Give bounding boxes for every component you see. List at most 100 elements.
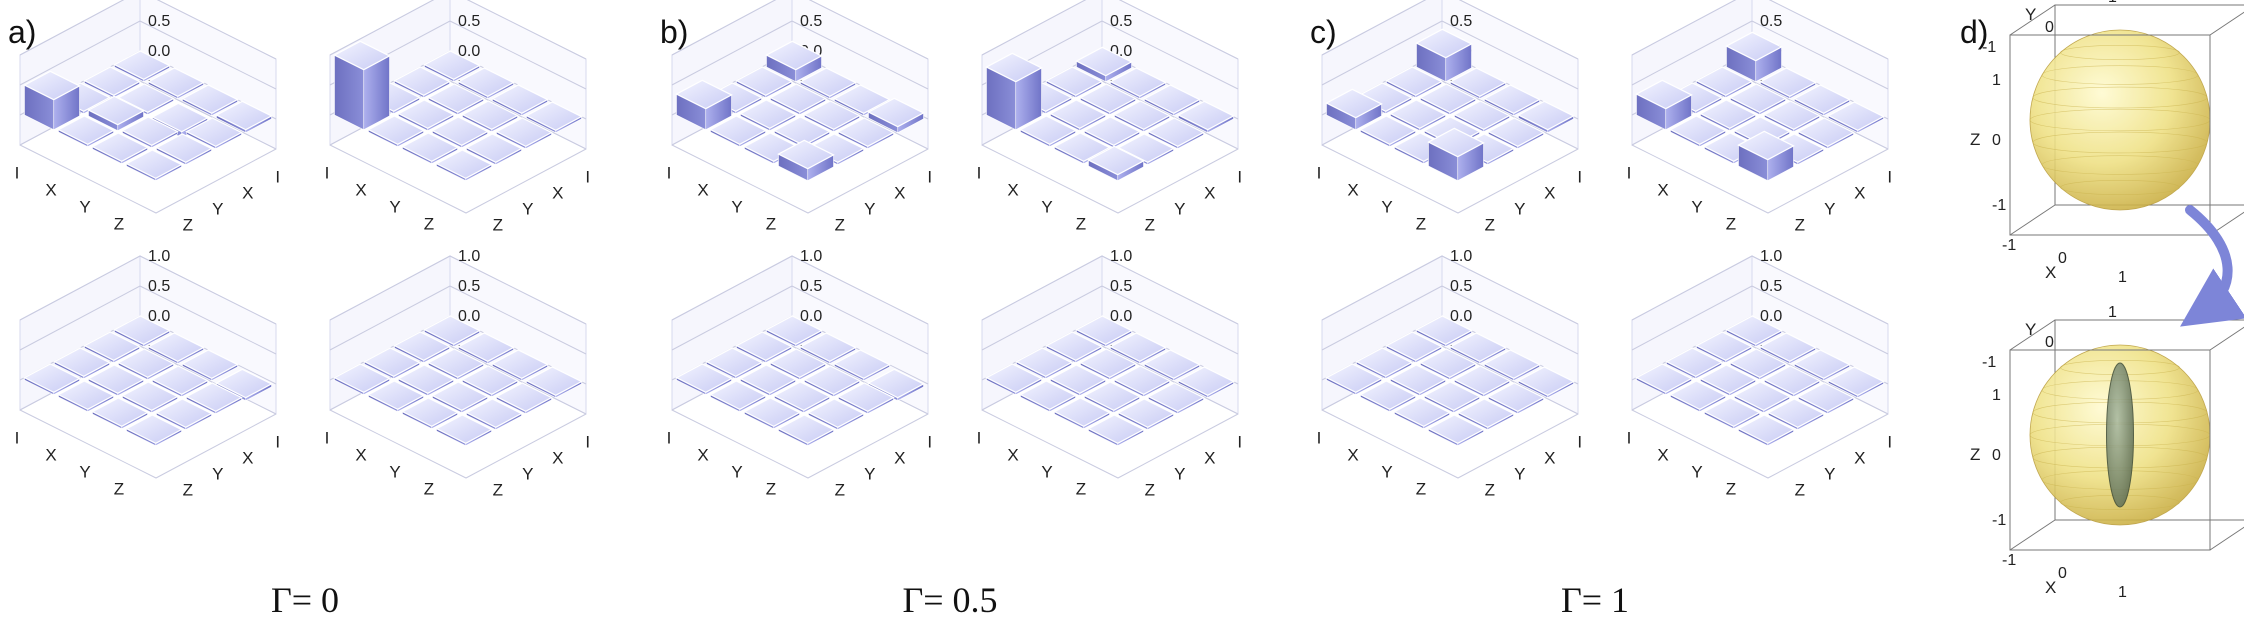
bar-IX bbox=[53, 347, 111, 380]
grid-line bbox=[1751, 345, 1889, 415]
bar-ZI bbox=[777, 414, 835, 447]
col-axis-label: Y bbox=[1174, 464, 1185, 483]
grid-line bbox=[1118, 0, 1239, 60]
col-axis-label: Z bbox=[183, 215, 193, 234]
bar-top-face bbox=[87, 364, 145, 394]
bar-top-face bbox=[1729, 83, 1787, 113]
bar-ZI bbox=[125, 149, 183, 182]
grid-line bbox=[1751, 285, 1889, 355]
col-axis-label: Z bbox=[493, 215, 503, 234]
bar-top-face bbox=[1487, 382, 1545, 412]
bar-top-face bbox=[735, 66, 793, 96]
bar-top-face bbox=[151, 102, 209, 133]
row-axis-label: Y bbox=[1041, 463, 1052, 482]
bar-XX bbox=[87, 364, 145, 397]
axis-label-y: Y bbox=[2025, 5, 2036, 24]
row-axis-label: Y bbox=[1381, 198, 1392, 217]
bar-top-face bbox=[765, 40, 823, 71]
grid-line bbox=[1441, 80, 1579, 150]
col-axis-label: I bbox=[1237, 167, 1242, 186]
row-axis-label: Z bbox=[1726, 215, 1736, 234]
bar-IX bbox=[1665, 347, 1723, 380]
bar-ZI bbox=[1087, 145, 1145, 182]
latitude-line bbox=[2060, 180, 2180, 195]
grid-line bbox=[981, 285, 1103, 351]
bar-top-face bbox=[709, 380, 767, 410]
bar-YI bbox=[1703, 397, 1761, 430]
grid-line bbox=[1751, 20, 1889, 90]
bar-top-face bbox=[1635, 363, 1693, 393]
bar-top-face bbox=[1075, 315, 1133, 345]
bar-top-face bbox=[423, 315, 481, 345]
tick-label: 0 bbox=[2058, 565, 2067, 582]
bar-YZ bbox=[181, 349, 239, 382]
bar-YZ bbox=[1143, 349, 1201, 382]
bar-top-face bbox=[117, 83, 175, 113]
z-tick-label: 1.0 bbox=[800, 248, 822, 265]
bar-top-face bbox=[867, 97, 925, 128]
bar-YZ bbox=[833, 349, 891, 382]
sphere-surface bbox=[2029, 29, 2211, 211]
box-front bbox=[2009, 349, 2211, 551]
bar-ZZ bbox=[1177, 366, 1235, 399]
bar-top-face bbox=[1759, 67, 1817, 97]
bar-top-face bbox=[769, 348, 827, 378]
bar-YY bbox=[151, 365, 209, 398]
bar-XI bbox=[57, 115, 115, 148]
bar-top-face bbox=[1355, 347, 1413, 377]
bar-top-face bbox=[1109, 332, 1167, 362]
bar-top-face bbox=[397, 99, 455, 129]
tick-label: 0 bbox=[1992, 447, 2001, 464]
bar-XY bbox=[1079, 83, 1137, 116]
bar-top-face bbox=[155, 133, 213, 163]
bar-XY bbox=[1729, 348, 1787, 381]
bar-ZZ bbox=[525, 366, 583, 399]
bar-XX bbox=[1699, 99, 1757, 132]
bar-top-face bbox=[57, 115, 115, 145]
col-axis-label: Z bbox=[1145, 215, 1155, 234]
bar-YY bbox=[803, 365, 861, 398]
bar-IZ bbox=[1075, 46, 1133, 83]
tick-label: 0 bbox=[2045, 19, 2054, 36]
col-axis-label: X bbox=[1854, 183, 1865, 202]
bar-ZY bbox=[1487, 382, 1545, 415]
col-axis-label: Z bbox=[1795, 215, 1805, 234]
col-axis-label: I bbox=[1237, 432, 1242, 451]
z-tick-label: 0.5 bbox=[1450, 278, 1472, 295]
bar-IZ bbox=[1725, 31, 1783, 83]
bar-top-face bbox=[423, 50, 481, 80]
bar-II bbox=[1325, 363, 1383, 396]
bar-top-face bbox=[1669, 115, 1727, 145]
bar-top-face bbox=[525, 366, 583, 396]
bar-YZ bbox=[181, 84, 239, 117]
bar-ZZ bbox=[215, 100, 273, 134]
bar-top-face bbox=[393, 66, 451, 96]
bar-top-face bbox=[675, 363, 733, 393]
bar-top-face bbox=[333, 40, 391, 71]
bar-top-face bbox=[185, 382, 243, 412]
bar-top-face bbox=[1117, 398, 1175, 428]
bar-YX bbox=[773, 116, 831, 149]
bar-YI bbox=[401, 397, 459, 430]
grid-line bbox=[1458, 0, 1579, 60]
grid-line bbox=[139, 285, 277, 355]
row-axis-label: Y bbox=[731, 198, 742, 217]
bar-top-face bbox=[1793, 349, 1851, 379]
bar-top-face bbox=[1759, 332, 1817, 362]
bar-top-face bbox=[1079, 83, 1137, 113]
z-tick-label: 0.5 bbox=[148, 13, 170, 30]
col-axis-label: X bbox=[242, 183, 253, 202]
bar-top-face bbox=[151, 365, 209, 395]
bar-XZ bbox=[1109, 332, 1167, 365]
col-axis-label: I bbox=[585, 167, 590, 186]
box-edge bbox=[2209, 526, 2244, 551]
bar-top-face bbox=[1483, 349, 1541, 379]
bar-XY bbox=[769, 348, 827, 381]
col-axis-label: I bbox=[927, 167, 932, 186]
col-axis-label: I bbox=[1577, 432, 1582, 451]
